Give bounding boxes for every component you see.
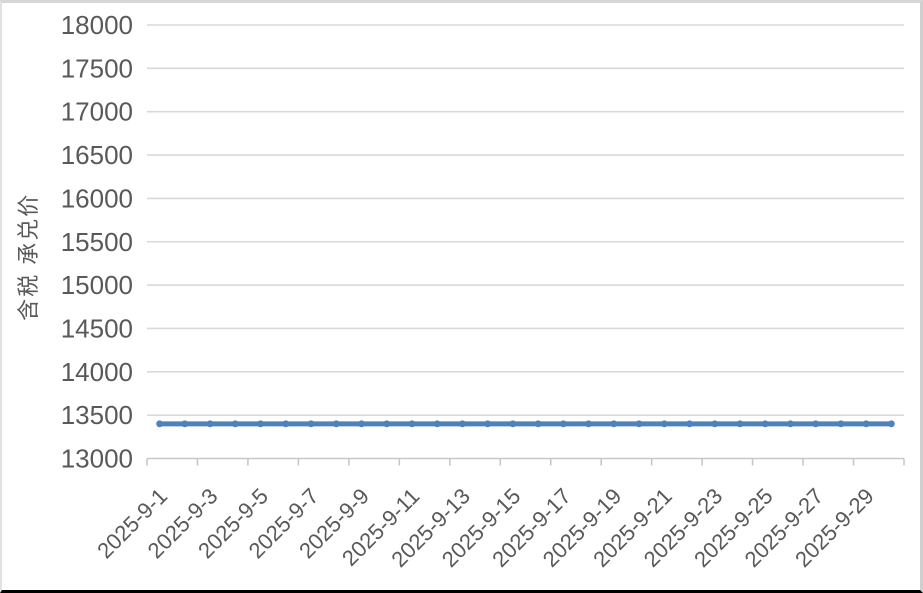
y-tick-label: 15000 — [61, 270, 133, 300]
series-marker — [635, 420, 643, 428]
y-tick-label: 16500 — [61, 140, 133, 170]
series-marker — [660, 420, 668, 428]
series-marker — [509, 420, 517, 428]
series-marker — [408, 420, 416, 428]
series-marker — [307, 420, 315, 428]
y-tick-label: 14500 — [61, 313, 133, 343]
series-marker — [711, 420, 719, 428]
series-marker — [862, 420, 870, 428]
series-marker — [610, 420, 618, 428]
y-tick-label: 13000 — [61, 444, 133, 474]
series-marker — [736, 420, 744, 428]
series-marker — [181, 420, 189, 428]
series-marker — [484, 420, 492, 428]
series-marker — [812, 420, 820, 428]
y-tick-label: 15500 — [61, 227, 133, 257]
series-marker — [231, 420, 239, 428]
series-marker — [206, 420, 214, 428]
y-tick-label: 13500 — [61, 400, 133, 430]
series-marker — [358, 420, 365, 428]
series-marker — [761, 420, 769, 428]
y-tick-label: 18000 — [61, 10, 133, 40]
series-marker — [332, 420, 340, 428]
y-tick-label: 16000 — [61, 183, 133, 213]
series-marker — [433, 420, 441, 428]
series-marker — [383, 420, 391, 428]
series-marker — [887, 420, 895, 428]
series-marker — [585, 420, 592, 428]
y-axis-title: 含税 承兑价 — [16, 193, 41, 321]
chart-canvas: 13000 13500 14000 14500 15000 15500 16000 16500… — [16, 10, 905, 572]
series-marker — [257, 420, 264, 428]
series-marker — [837, 420, 845, 428]
series-marker — [156, 420, 164, 428]
series-marker — [282, 420, 290, 428]
y-tick-label: 17500 — [61, 53, 133, 83]
series-marker — [787, 420, 794, 428]
series-marker — [559, 420, 567, 428]
y-tick-label: 17000 — [61, 97, 133, 127]
series-marker — [459, 420, 466, 428]
series-marker — [534, 420, 542, 428]
y-tick-label: 14000 — [61, 357, 133, 387]
series-marker — [686, 420, 693, 428]
